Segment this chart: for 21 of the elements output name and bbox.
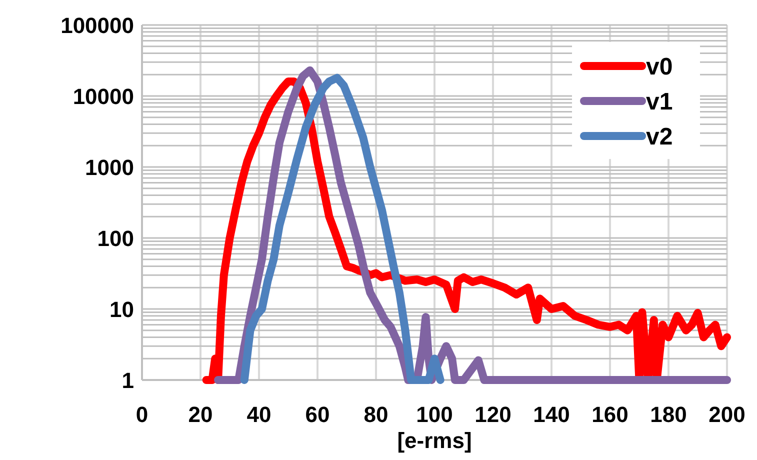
x-tick-label: 0 (136, 402, 148, 427)
y-tick-label: 1000 (85, 154, 134, 180)
x-tick-label: 60 (305, 402, 330, 427)
x-axis-title: [e-rms] (397, 428, 472, 453)
legend-label: v2 (646, 124, 673, 151)
x-tick-label: 160 (592, 402, 628, 427)
y-tick-label: 10 (110, 296, 134, 322)
x-tick-label: 200 (708, 402, 746, 427)
y-tick-label: 1 (122, 368, 134, 393)
x-tick-label: 180 (650, 402, 687, 427)
x-tick-label: 40 (246, 402, 272, 427)
x-tick-label: 20 (188, 402, 213, 427)
y-tick-label: 100000 (60, 12, 134, 38)
x-tick-label: 80 (364, 402, 388, 427)
x-tick-label: 100 (416, 402, 453, 427)
x-tick-label: 140 (533, 402, 570, 427)
legend-label: v0 (646, 54, 673, 81)
legend-label: v1 (646, 88, 673, 116)
x-tick-label: 120 (474, 402, 512, 427)
y-tick-label: 100 (97, 226, 134, 251)
y-tick-label: 10000 (72, 84, 134, 109)
